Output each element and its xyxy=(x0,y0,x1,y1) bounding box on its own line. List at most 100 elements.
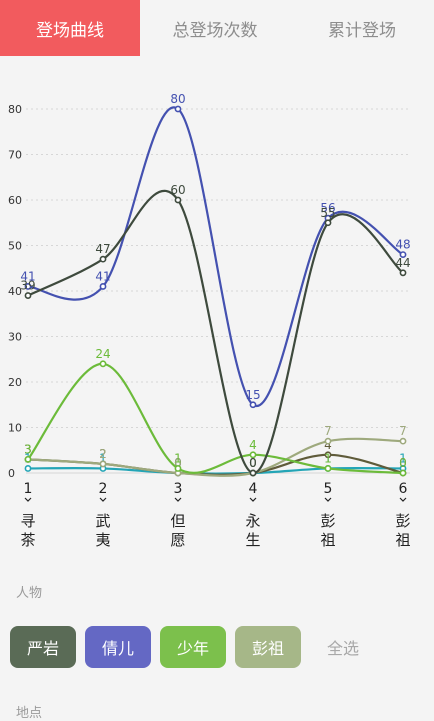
data-point xyxy=(99,283,107,290)
tab-cumulative-appearances[interactable]: 累计登场 xyxy=(328,20,396,41)
data-point xyxy=(249,401,257,409)
category-label: 永 xyxy=(245,512,260,530)
category-label: 寻 xyxy=(20,512,35,530)
data-point xyxy=(249,469,257,477)
data-point xyxy=(399,251,407,258)
data-label: 7 xyxy=(399,424,407,438)
x-tick-label: 4 xyxy=(249,481,258,497)
data-label: 0 xyxy=(249,456,257,470)
data-label: 55 xyxy=(320,206,335,220)
people-section-label: 人物 xyxy=(16,586,43,601)
category-label: 愿 xyxy=(170,531,185,549)
x-tick-marker xyxy=(99,497,107,502)
data-point xyxy=(324,465,332,472)
data-point xyxy=(399,469,407,477)
series-line xyxy=(27,437,404,477)
category-label: 祖 xyxy=(395,531,410,549)
x-tick-label: 3 xyxy=(174,481,183,497)
data-point xyxy=(324,451,332,459)
data-label: 1 xyxy=(99,451,107,465)
y-tick-label: 40 xyxy=(8,285,22,298)
x-tick-label: 5 xyxy=(324,481,333,497)
chip-qianer[interactable]: 倩儿 xyxy=(85,626,151,668)
category-label: 生 xyxy=(245,531,260,549)
data-label: 4 xyxy=(249,438,257,452)
data-label: 39 xyxy=(20,279,35,293)
data-label: 56 xyxy=(320,201,335,215)
y-tick-label: 20 xyxy=(8,376,22,389)
data-point xyxy=(24,455,32,463)
data-point xyxy=(99,460,107,468)
x-tick-marker xyxy=(249,497,257,502)
data-label: 41 xyxy=(95,269,110,283)
data-point xyxy=(174,196,182,204)
tab-appearance-curve[interactable]: 登场曲线 xyxy=(0,0,140,56)
chip-shaonian[interactable]: 少年 xyxy=(160,626,226,668)
data-label: 2 xyxy=(99,447,107,461)
y-tick-label: 30 xyxy=(8,331,22,344)
data-label: 0 xyxy=(174,456,182,470)
place-section-label: 地点 xyxy=(16,706,43,721)
data-point xyxy=(249,451,257,459)
category-label: 夷 xyxy=(95,531,110,549)
data-label: 7 xyxy=(324,424,332,438)
data-label: 3 xyxy=(24,442,32,456)
data-point xyxy=(399,437,407,445)
data-label: 3 xyxy=(24,442,32,456)
data-label: 0 xyxy=(249,456,257,470)
data-point xyxy=(24,465,32,472)
data-point xyxy=(24,292,32,299)
category-label: 彭 xyxy=(320,512,335,530)
data-label: 1 xyxy=(324,451,332,465)
series-line xyxy=(27,453,404,476)
category-label: 祖 xyxy=(320,531,335,549)
data-point xyxy=(99,255,107,263)
y-tick-label: 50 xyxy=(8,240,22,253)
x-tick-marker xyxy=(324,497,332,502)
data-label: 1 xyxy=(174,451,182,465)
data-label: 41 xyxy=(20,269,35,283)
x-tick-label: 2 xyxy=(99,481,108,497)
data-label: 2 xyxy=(99,447,107,461)
data-point xyxy=(24,283,32,290)
data-point xyxy=(99,360,107,368)
data-label: 48 xyxy=(395,238,410,252)
data-label: 0 xyxy=(399,456,407,470)
data-label: 0 xyxy=(174,456,182,470)
series-line xyxy=(27,189,404,475)
data-point xyxy=(324,437,332,445)
y-tick-label: 60 xyxy=(8,194,22,207)
x-tick-marker xyxy=(24,497,32,502)
data-point xyxy=(174,465,182,472)
data-label: 15 xyxy=(245,388,260,402)
data-point xyxy=(399,269,407,277)
y-tick-label: 10 xyxy=(8,422,22,435)
data-label: 60 xyxy=(170,183,185,197)
data-label: 1 xyxy=(399,451,407,465)
x-tick-label: 1 xyxy=(24,481,33,497)
data-label: 1 xyxy=(324,451,332,465)
data-point xyxy=(324,219,332,227)
y-tick-label: 70 xyxy=(8,149,22,162)
data-label: 0 xyxy=(399,456,407,470)
select-all-chip[interactable]: 全选 xyxy=(326,639,359,658)
x-tick-marker xyxy=(399,497,407,502)
chip-yanyan[interactable]: 严岩 xyxy=(10,626,76,668)
y-tick-label: 80 xyxy=(8,103,22,116)
data-label: 47 xyxy=(95,242,110,256)
data-label: 80 xyxy=(170,92,185,106)
series-line xyxy=(27,106,404,408)
y-tick-label: 0 xyxy=(8,467,15,480)
x-tick-marker xyxy=(174,497,182,502)
people-chip-group: 严岩 倩儿 少年 彭祖 全选 xyxy=(10,626,376,668)
tab-total-appearances[interactable]: 总登场次数 xyxy=(172,20,258,41)
tab-bar: 登场曲线 总登场次数 累计登场 xyxy=(0,0,434,56)
data-label: 0 xyxy=(249,456,257,470)
data-label: 24 xyxy=(95,347,110,361)
appearance-line-chart: 010203040506070801寻茶2武夷3但愿4永生5彭祖6彭祖11001… xyxy=(8,92,411,549)
category-label: 武 xyxy=(95,512,110,530)
data-point xyxy=(174,105,182,113)
data-label: 4 xyxy=(324,438,332,452)
category-label: 茶 xyxy=(20,531,35,549)
chip-pengzu[interactable]: 彭祖 xyxy=(235,626,301,668)
